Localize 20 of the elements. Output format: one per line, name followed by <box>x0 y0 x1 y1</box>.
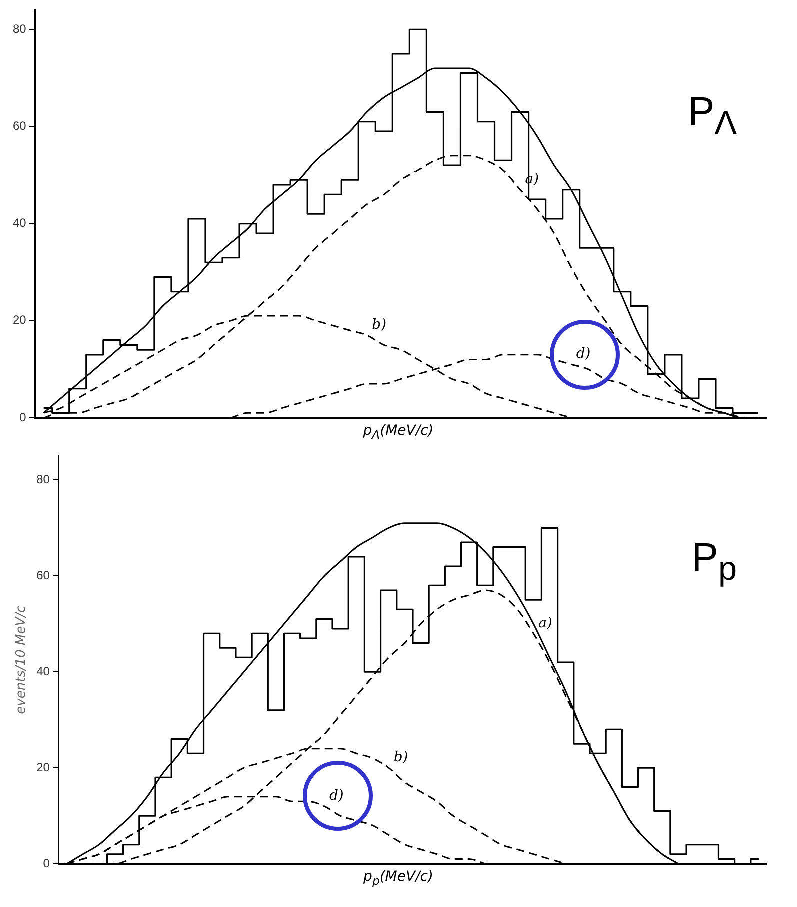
x-axis-title: p$_{p}$(MeV/c) <box>362 869 434 888</box>
y-tick-label: 20 <box>12 313 27 328</box>
series-label: d) <box>329 788 344 804</box>
series-label: a) <box>538 615 552 632</box>
y-tick-label: 80 <box>12 22 27 36</box>
y-tick-label: 40 <box>12 216 27 230</box>
annotation: P$_{p}$ <box>692 536 737 589</box>
y-tick-label: 0 <box>20 410 27 424</box>
y-tick-label: 0 <box>43 856 50 870</box>
x-axis-title: p$_{Λ}$(MeV/c) <box>362 423 435 442</box>
y-tick-label: 60 <box>36 568 50 582</box>
series-label: b) <box>394 750 408 766</box>
series-label: b) <box>372 317 387 334</box>
annotation: P$_{Λ}$ <box>688 90 737 143</box>
y-tick-label: 20 <box>36 760 50 774</box>
y-tick-label: 60 <box>12 119 27 134</box>
y-tick-label: 40 <box>36 664 50 678</box>
y-tick-label: 80 <box>36 472 50 486</box>
series-label: d) <box>576 346 591 362</box>
y-axis-title: events/10 MeV/c <box>14 606 30 714</box>
